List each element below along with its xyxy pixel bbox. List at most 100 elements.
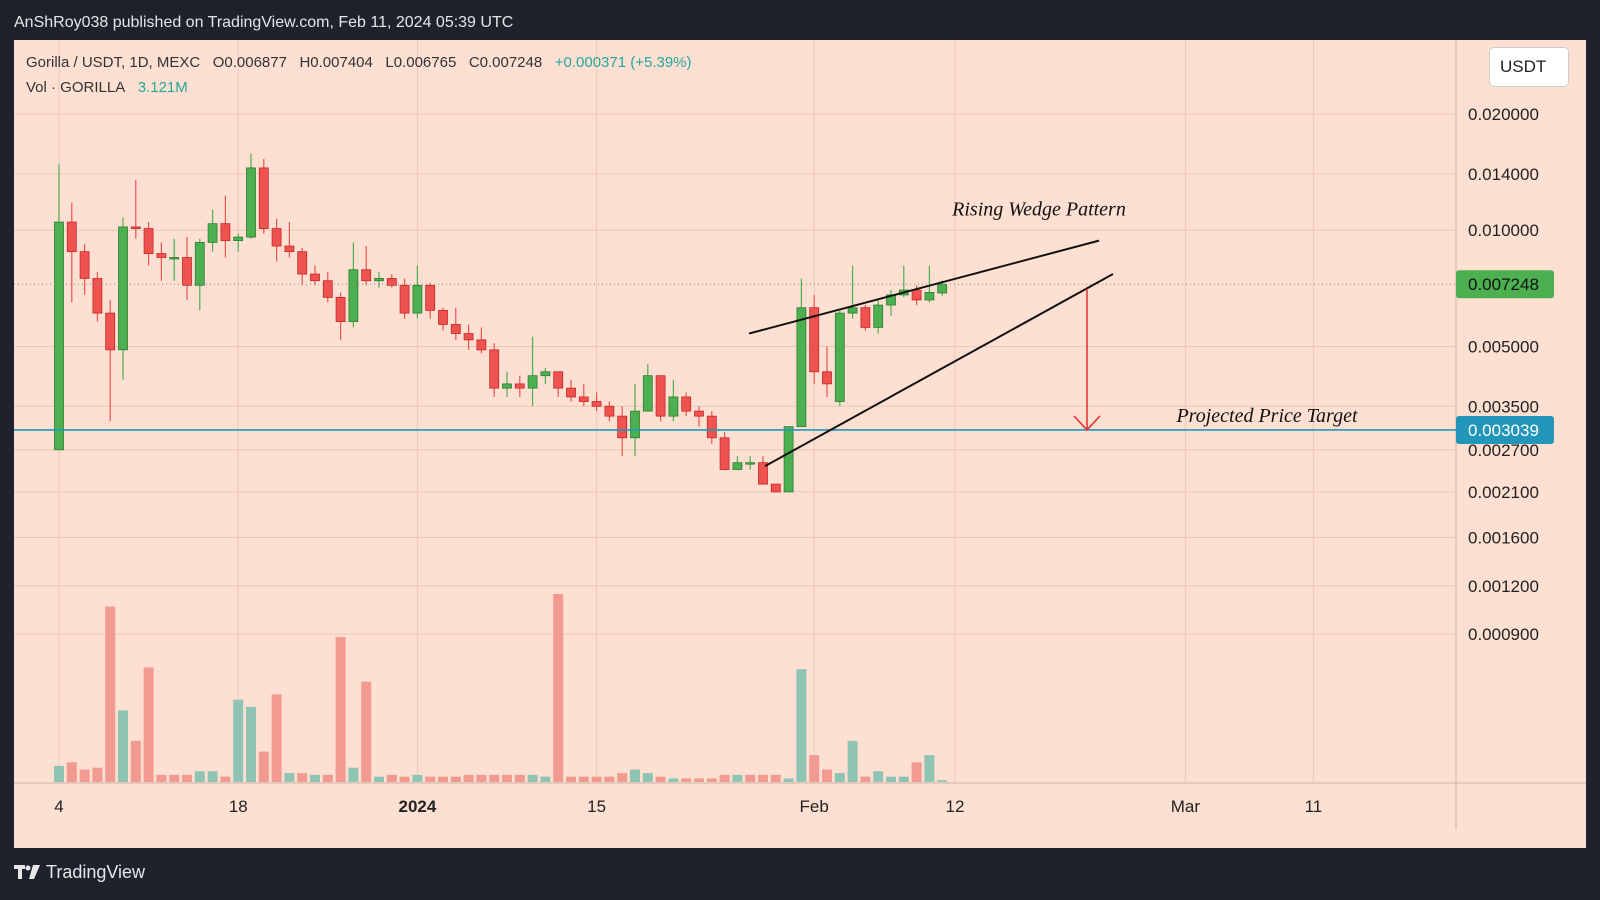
price-tick-label: 0.002700	[1468, 441, 1539, 460]
candle-body	[706, 415, 717, 439]
candle-body	[604, 405, 615, 417]
candle-body	[476, 339, 487, 351]
volume-bar	[604, 776, 615, 782]
tradingview-logo[interactable]: TradingView	[14, 862, 145, 883]
volume-bar	[719, 774, 730, 782]
volume-bar	[182, 774, 192, 782]
candle-body	[335, 296, 346, 322]
volume-legend: Vol · GORILLA 3.121M	[26, 79, 188, 96]
volume-bar	[578, 776, 589, 782]
candle-body	[412, 284, 423, 314]
volume-bar	[310, 774, 320, 782]
candle-body	[322, 280, 333, 298]
volume-bar	[284, 773, 295, 782]
volume-bar	[156, 774, 167, 782]
price-tick-label: 0.000900	[1468, 625, 1539, 644]
candle-body	[796, 307, 807, 428]
volume-bar	[630, 769, 640, 782]
low-value: L0.006765	[385, 54, 457, 71]
candle-body	[271, 228, 282, 247]
volume-bar	[860, 776, 871, 782]
volume-bar	[79, 769, 90, 782]
volume-bar	[809, 755, 820, 782]
volume-bar	[681, 778, 692, 782]
volume-bar	[514, 774, 525, 782]
volume-label[interactable]: Vol · GORILLA	[26, 79, 126, 96]
price-tick-label: 0.001600	[1468, 529, 1539, 548]
wedge-lower-line	[764, 273, 1114, 467]
annotation-price-target: Projected Price Target	[1175, 405, 1358, 427]
candle-body	[310, 273, 320, 282]
candle-body	[553, 371, 564, 389]
price-tick-label: 0.002100	[1468, 483, 1539, 502]
volume-bar	[322, 774, 333, 782]
candle-body	[169, 257, 180, 260]
candle-body	[630, 410, 640, 439]
candle-body	[566, 387, 576, 398]
volume-bar	[732, 774, 743, 782]
time-tick-label: 11	[1305, 797, 1323, 816]
candle-body	[732, 462, 743, 470]
chart-canvas[interactable]: 0.020000 0.014000 0.010000 0.005000 0.003500…	[14, 40, 1586, 848]
candle-body	[194, 241, 205, 286]
candle-body	[374, 278, 384, 282]
tradingview-logo-text: TradingView	[46, 862, 146, 882]
target-price-badge	[1456, 415, 1554, 444]
volume-bar	[796, 669, 807, 782]
volume-bar	[348, 767, 359, 782]
volume-bar	[425, 776, 436, 782]
volume-bar	[105, 606, 116, 782]
volume-bar	[898, 776, 909, 782]
candle-body	[694, 410, 704, 417]
time-tick-label: Mar	[1171, 797, 1201, 816]
volume-bar	[233, 699, 244, 782]
tradingview-logo-icon	[14, 864, 40, 879]
time-tick-label: 4	[54, 797, 63, 816]
symbol-label[interactable]: Gorilla / USDT, 1D, MEXC	[26, 54, 201, 71]
price-tick-label: 0.005000	[1468, 337, 1539, 356]
chart-frame[interactable]: 0.020000 0.014000 0.010000 0.005000 0.003500…	[14, 40, 1586, 848]
volume-bar	[463, 774, 474, 782]
projection-arrowhead	[1073, 415, 1101, 432]
volume-bar	[271, 694, 282, 782]
candle-body	[386, 278, 397, 286]
candle-body	[182, 257, 192, 286]
volume-bar	[92, 767, 103, 782]
candle-body	[220, 223, 231, 242]
volume-bar	[143, 667, 154, 782]
volume-bar	[297, 773, 308, 782]
volume-bar	[399, 776, 410, 782]
candle-body	[258, 167, 269, 229]
publish-text: AnShRoy038 published on TradingView.com,…	[14, 14, 514, 31]
volume-bar	[258, 751, 269, 782]
volume-bar	[476, 774, 487, 782]
candle-body	[758, 462, 768, 485]
candle-body	[770, 483, 781, 493]
volume-bar	[118, 710, 128, 782]
candle-body	[246, 167, 256, 238]
candle-body	[668, 396, 679, 417]
candle-body	[92, 278, 103, 314]
ohlc-legend: Gorilla / USDT, 1D, MEXC O0.006877 H0.00…	[26, 54, 692, 71]
price-tick-label: 0.001200	[1468, 577, 1539, 596]
last-price-badge-label: 0.007248	[1468, 275, 1539, 294]
candle-body	[502, 383, 512, 389]
volume-bar	[822, 769, 832, 782]
volume-bar	[361, 681, 372, 782]
volume-bar	[834, 773, 845, 782]
currency-button[interactable]: USDT	[1490, 48, 1568, 86]
volume-bar	[438, 776, 448, 782]
candle-body	[463, 333, 474, 341]
volume-bar	[374, 776, 384, 782]
wedge-upper-line	[748, 239, 1100, 335]
candle-body	[156, 253, 167, 258]
volume-bar	[527, 774, 538, 782]
price-tick-label: 0.010000	[1468, 221, 1539, 240]
candle-body	[438, 309, 448, 325]
volume-bar	[783, 778, 794, 782]
volume-bar	[502, 774, 512, 782]
volume-bar	[911, 762, 922, 782]
time-tick-label: 2024	[398, 797, 436, 816]
candle-body	[847, 307, 858, 314]
change-value: +0.000371 (+5.39%)	[554, 54, 692, 71]
